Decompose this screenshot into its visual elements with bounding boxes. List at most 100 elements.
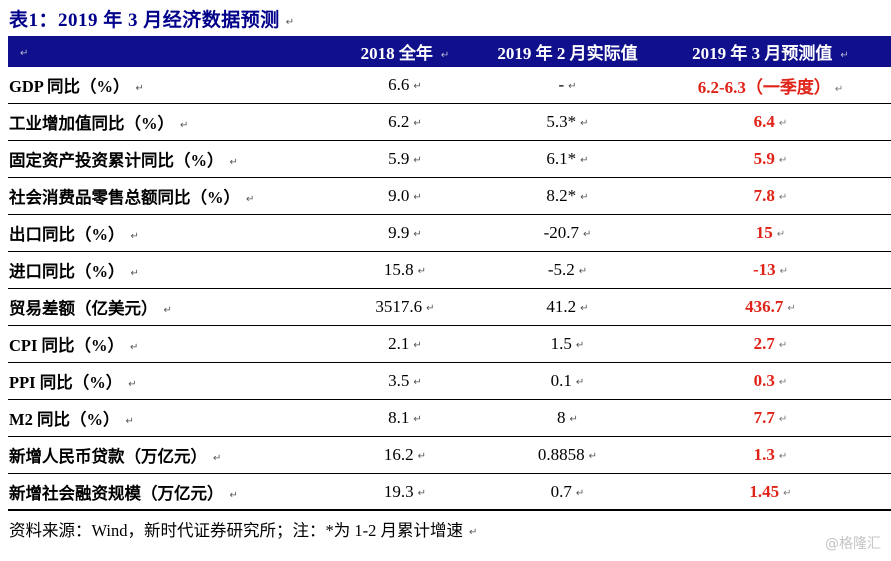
paragraph-mark-icon: ↵	[583, 229, 592, 240]
cell-mar-2019-forecast: 15 ↵	[650, 223, 891, 243]
row-label: CPI 同比（%）	[9, 336, 125, 355]
table-row: CPI 同比（%） ↵ 2.1 ↵ 1.5 ↵ 2.7 ↵	[8, 326, 891, 363]
paragraph-mark-icon: ↵	[180, 120, 189, 131]
row-indicator-cell: 进口同比（%） ↵	[8, 258, 325, 282]
value-2018: 16.2	[383, 445, 414, 464]
value-feb-2019: 0.8858	[537, 445, 585, 464]
paragraph-mark-icon: ↵	[163, 305, 172, 316]
cell-mar-2019-forecast: 7.7 ↵	[650, 408, 891, 428]
table-row: GDP 同比（%） ↵ 6.6 ↵ - ↵ 6.2-6.3（一季度） ↵	[8, 67, 891, 104]
value-2018: 5.9	[388, 149, 410, 168]
table-row: PPI 同比（%） ↵ 3.5 ↵ 0.1 ↵ 0.3 ↵	[8, 363, 891, 400]
row-indicator-cell: 工业增加值同比（%） ↵	[8, 110, 325, 134]
paragraph-mark-icon: ↵	[426, 303, 435, 314]
paragraph-mark-icon: ↵	[417, 266, 427, 277]
paragraph-mark-icon: ↵	[440, 50, 450, 61]
value-feb-2019: 41.2	[546, 297, 577, 316]
value-2018: 2.1	[388, 334, 410, 353]
paragraph-mark-icon: ↵	[779, 266, 789, 277]
cell-feb-2019-value: 0.7 ↵	[485, 482, 650, 502]
table-row: 工业增加值同比（%） ↵ 6.2 ↵ 5.3* ↵ 6.4 ↵	[8, 104, 891, 141]
paragraph-mark-icon: ↵	[413, 414, 422, 425]
value-mar-2019-forecast: 15	[755, 223, 773, 242]
cell-2018-value: 8.1 ↵	[325, 408, 485, 428]
cell-feb-2019-value: 0.8858 ↵	[485, 445, 650, 465]
paragraph-mark-icon: ↵	[246, 194, 255, 205]
table-title-row: 表1：2019 年 3 月经济数据预测 ↵	[8, 3, 891, 36]
paragraph-mark-icon: ↵	[130, 231, 139, 242]
value-mar-2019-forecast: 7.8	[753, 186, 775, 205]
paragraph-mark-icon: ↵	[285, 17, 295, 28]
paragraph-mark-icon: ↵	[580, 192, 589, 203]
row-label: 出口同比（%）	[9, 225, 125, 244]
table-body: GDP 同比（%） ↵ 6.6 ↵ - ↵ 6.2-6.3（一季度） ↵ 工业增加值同比…	[8, 67, 891, 511]
row-indicator-cell: PPI 同比（%） ↵	[8, 369, 325, 393]
paragraph-mark-icon: ↵	[469, 527, 478, 538]
paragraph-mark-icon: ↵	[787, 303, 796, 314]
paragraph-mark-icon: ↵	[778, 340, 788, 351]
paragraph-mark-icon: ↵	[580, 155, 589, 166]
cell-2018-value: 3.5 ↵	[325, 371, 485, 391]
header-label: 2019 年 3 月预测值	[692, 44, 833, 63]
value-2018: 6.6	[388, 75, 410, 94]
value-mar-2019-forecast: 0.3	[753, 371, 775, 390]
cell-mar-2019-forecast: 6.4 ↵	[650, 112, 891, 132]
cell-feb-2019-value: 6.1* ↵	[485, 149, 650, 169]
cell-2018-value: 19.3 ↵	[325, 482, 485, 502]
paragraph-mark-icon: ↵	[778, 451, 788, 462]
cell-feb-2019-value: 5.3* ↵	[485, 112, 650, 132]
value-feb-2019: 0.1	[550, 371, 572, 390]
paragraph-mark-icon: ↵	[229, 489, 238, 501]
table-row: 新增人民币贷款（万亿元） ↵ 16.2 ↵ 0.8858 ↵ 1.3 ↵	[8, 437, 891, 474]
value-feb-2019: -20.7	[543, 223, 580, 242]
paragraph-mark-icon: ↵	[130, 268, 139, 279]
table-row: 新增社会融资规模（万亿元） ↵ 19.3 ↵ 0.7 ↵ 1.45 ↵	[8, 474, 891, 511]
row-indicator-cell: 社会消费品零售总额同比（%） ↵	[8, 184, 325, 208]
paragraph-mark-icon: ↵	[417, 451, 427, 462]
cell-2018-value: 16.2 ↵	[325, 445, 485, 465]
value-feb-2019: 8	[557, 408, 566, 427]
row-indicator-cell: CPI 同比（%） ↵	[8, 332, 325, 356]
cell-feb-2019-value: -20.7 ↵	[485, 223, 650, 243]
value-2018: 8.1	[388, 408, 410, 427]
cell-2018-value: 5.9 ↵	[325, 149, 485, 169]
paragraph-mark-icon: ↵	[413, 377, 422, 388]
paragraph-mark-icon: ↵	[413, 192, 422, 203]
row-label: 进口同比（%）	[9, 262, 125, 281]
paragraph-mark-icon: ↵	[778, 192, 788, 203]
row-label: PPI 同比（%）	[9, 373, 123, 392]
value-mar-2019-forecast: 7.7	[753, 408, 775, 427]
paragraph-mark-icon: ↵	[778, 155, 788, 166]
paragraph-mark-icon: ↵	[413, 340, 422, 351]
value-feb-2019: 5.3*	[546, 112, 577, 131]
value-feb-2019: -5.2	[547, 260, 575, 279]
value-feb-2019: 8.2*	[546, 186, 577, 205]
cell-2018-value: 15.8 ↵	[325, 260, 485, 280]
cell-feb-2019-value: 0.1 ↵	[485, 371, 650, 391]
cell-feb-2019-value: 8 ↵	[485, 408, 650, 428]
table-row: 出口同比（%） ↵ 9.9 ↵ -20.7 ↵ 15 ↵	[8, 215, 891, 252]
value-feb-2019: 6.1*	[546, 149, 577, 168]
value-2018: 9.9	[388, 223, 410, 242]
cell-2018-value: 6.6 ↵	[325, 75, 485, 95]
row-label: 工业增加值同比（%）	[9, 114, 174, 133]
value-2018: 6.2	[388, 112, 410, 131]
source-note-row: 资料来源：Wind，新时代证券研究所；注：*为 1-2 月累计增速 ↵	[8, 511, 891, 541]
paragraph-mark-icon: ↵	[580, 118, 589, 129]
row-label: 贸易差额（亿美元）	[9, 299, 158, 318]
watermark: @格隆汇	[825, 536, 881, 552]
paragraph-mark-icon: ↵	[588, 451, 598, 462]
paragraph-mark-icon: ↵	[413, 118, 422, 129]
cell-feb-2019-value: - ↵	[485, 75, 650, 95]
paragraph-mark-icon: ↵	[128, 379, 137, 390]
cell-mar-2019-forecast: 5.9 ↵	[650, 149, 891, 169]
value-mar-2019-forecast: 1.3	[753, 445, 775, 464]
header-label: 2018 全年	[360, 44, 433, 63]
cell-2018-value: 6.2 ↵	[325, 112, 485, 132]
table-row: 贸易差额（亿美元） ↵ 3517.6 ↵ 41.2 ↵ 436.7 ↵	[8, 289, 891, 326]
value-feb-2019: -	[558, 75, 565, 94]
cell-feb-2019-value: 8.2* ↵	[485, 186, 650, 206]
header-cell-feb-2019: 2019 年 2 月实际值	[485, 39, 650, 64]
cell-mar-2019-forecast: 1.3 ↵	[650, 445, 891, 465]
